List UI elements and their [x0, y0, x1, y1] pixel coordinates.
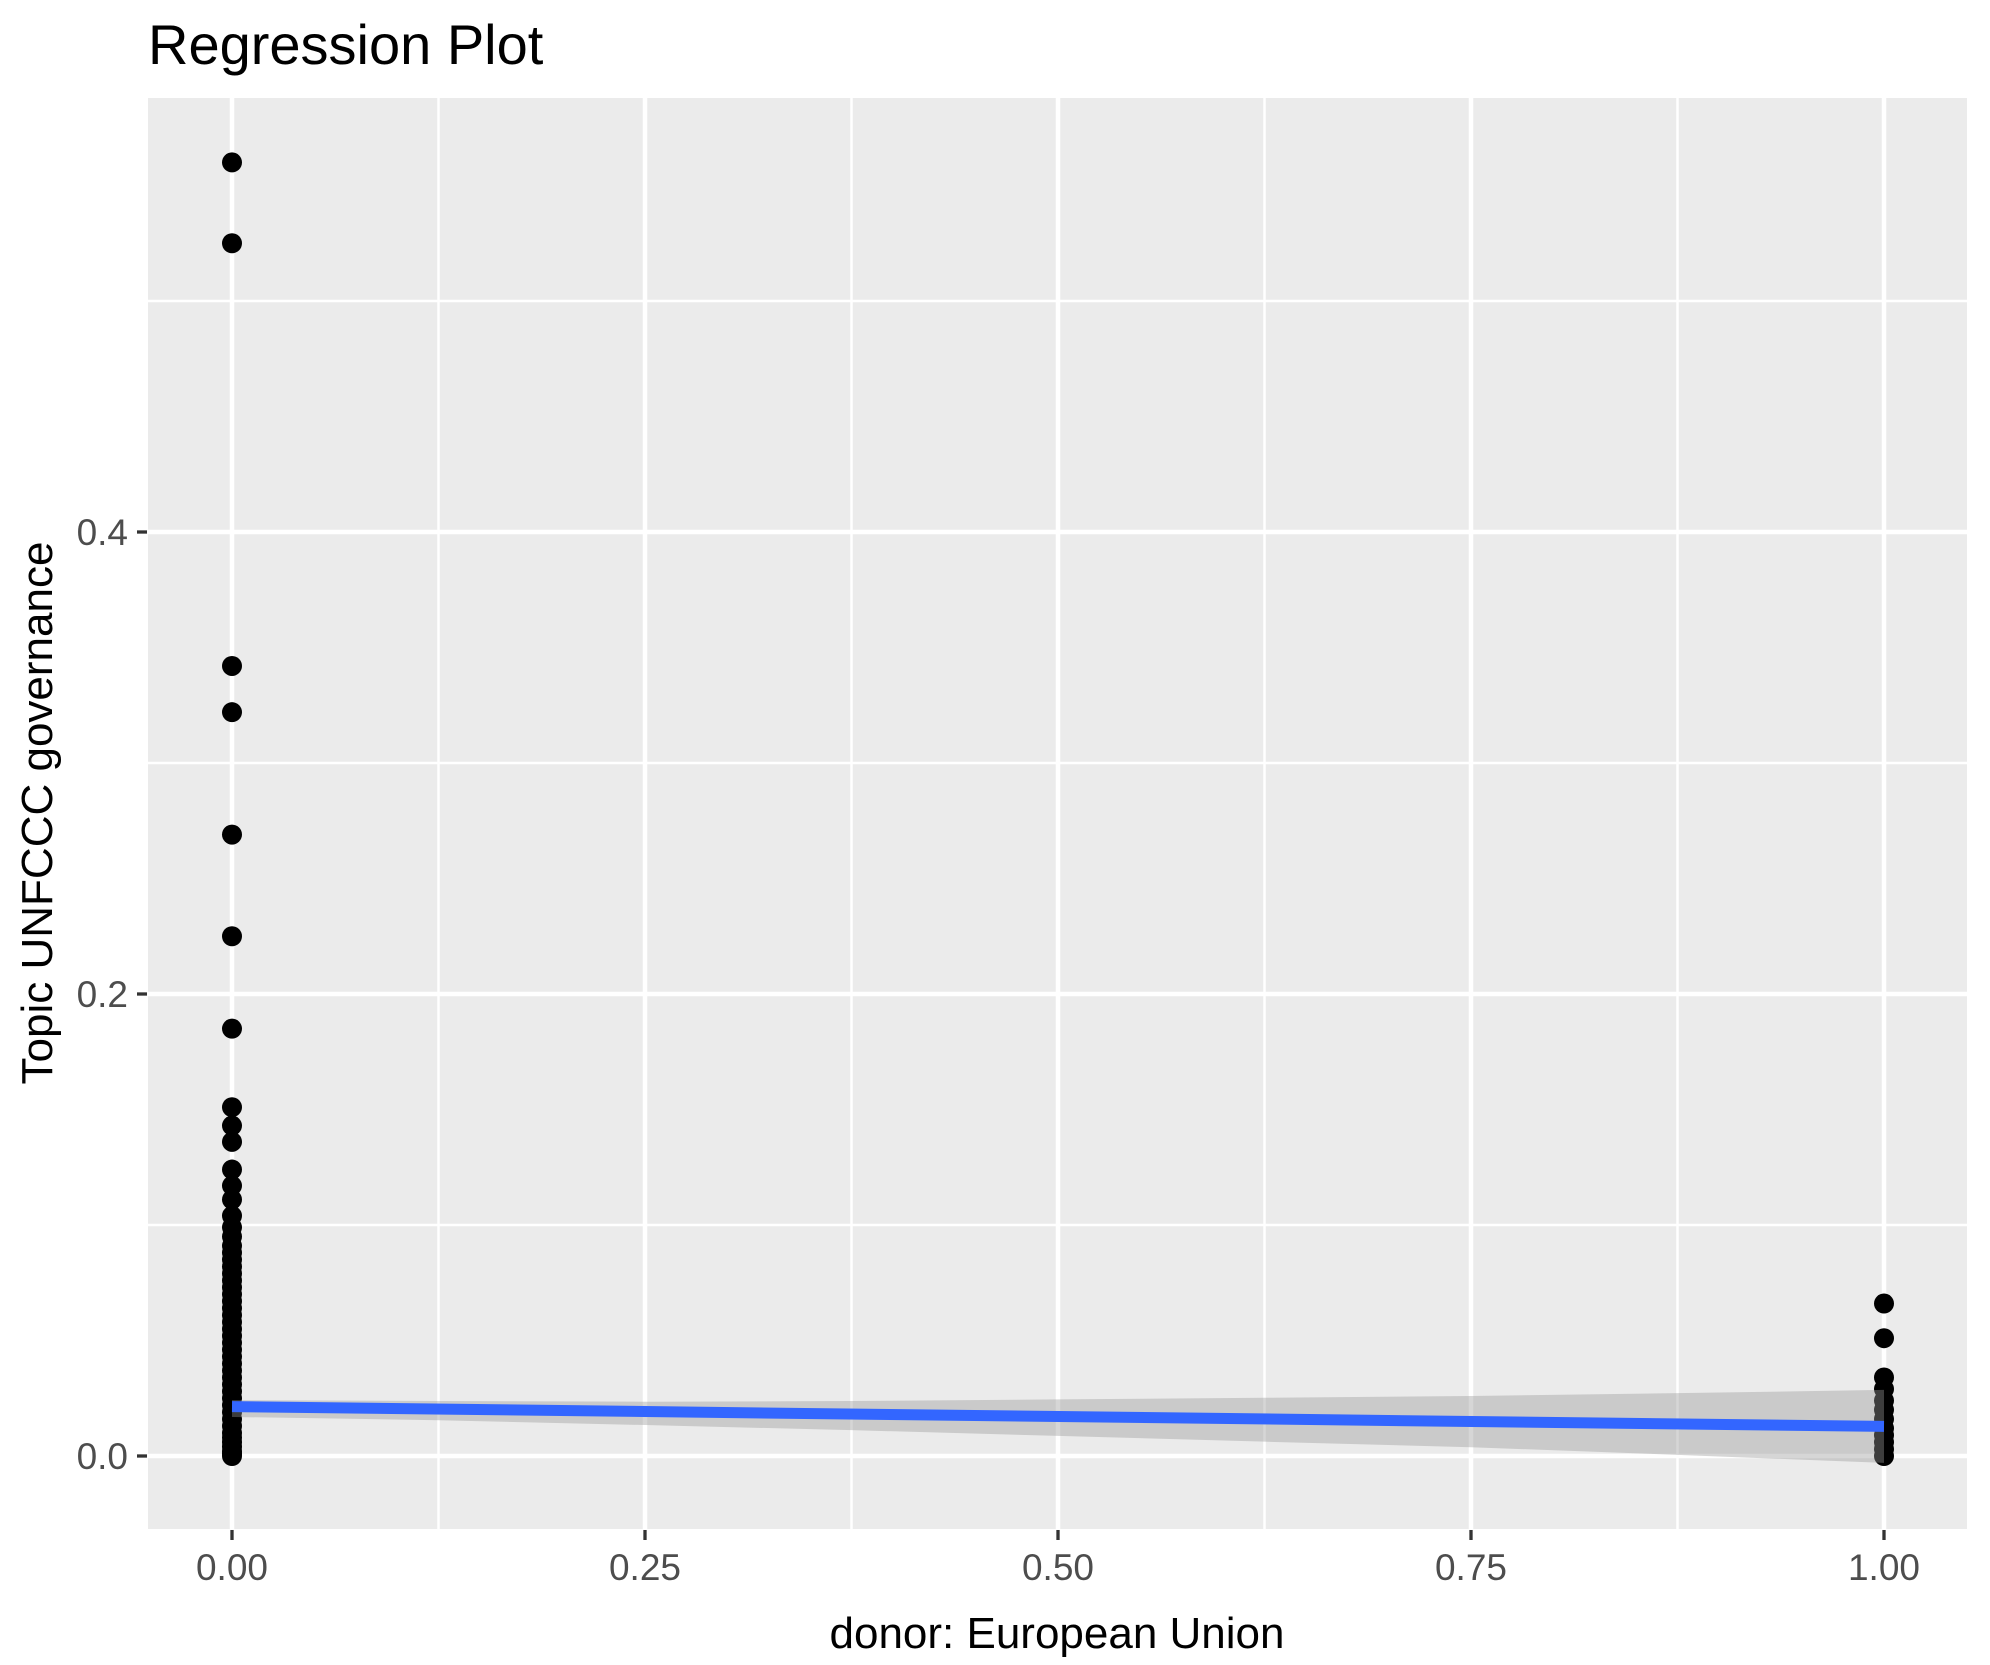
scatter-point — [1874, 1446, 1894, 1466]
scatter-point — [222, 1115, 242, 1136]
scatter-point — [222, 1189, 242, 1210]
scatter-point — [222, 1159, 242, 1180]
axis-tick-marks — [137, 530, 1886, 1540]
point-series — [222, 152, 242, 1466]
y-axis-tick-labels: 0.0 0.2 0.4 — [77, 512, 128, 1477]
x-axis-tick-labels: 0.00 0.25 0.50 0.75 1.00 — [196, 1547, 1920, 1588]
x-axis-title: donor: European Union — [830, 1609, 1285, 1658]
y-tick-label: 0.2 — [77, 974, 128, 1015]
scatter-point — [222, 1097, 242, 1118]
scatter-point — [222, 1175, 242, 1196]
scatter-points — [222, 152, 1894, 1466]
scatter-point — [1874, 1293, 1894, 1314]
regression-line — [231, 1401, 1885, 1432]
x-tick-label: 0.00 — [196, 1547, 268, 1588]
x-tick-label: 0.50 — [1022, 1547, 1094, 1588]
scatter-point — [222, 152, 242, 173]
scatter-point — [1874, 1328, 1894, 1349]
scatter-point — [222, 1018, 242, 1039]
scatter-point — [222, 1131, 242, 1152]
point-series — [1874, 1293, 1894, 1466]
scatter-point — [222, 1446, 242, 1466]
x-tick-label: 1.00 — [1848, 1547, 1920, 1588]
chart-title: Regression Plot — [148, 13, 544, 76]
scatter-point — [222, 824, 242, 845]
fit-line-segment — [231, 1401, 1885, 1432]
y-tick-label: 0.0 — [77, 1436, 128, 1477]
y-tick-label: 0.4 — [77, 512, 128, 553]
scatter-point — [222, 702, 242, 723]
scatter-point — [222, 233, 242, 254]
y-axis-title: Topic UNFCCC governance — [13, 542, 62, 1085]
scatter-point — [222, 655, 242, 676]
scatter-point — [222, 926, 242, 947]
x-tick-label: 0.25 — [609, 1547, 681, 1588]
x-tick-label: 0.75 — [1435, 1547, 1507, 1588]
major-gridlines — [148, 98, 1967, 1529]
